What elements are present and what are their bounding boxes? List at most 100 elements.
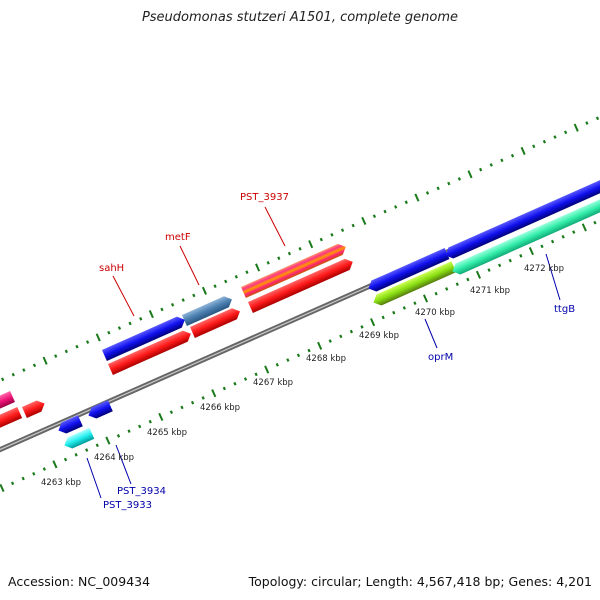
scale-tick-minor (85, 448, 89, 452)
scale-tick-major (573, 123, 579, 132)
scale-label: 4263 kbp (41, 478, 81, 488)
scale-tick-minor (11, 372, 15, 377)
gene-PST_3933[interactable] (56, 415, 83, 436)
scale-label: 4271 kbp (470, 286, 510, 296)
scale-tick-minor (413, 301, 417, 306)
scale-tick-minor (277, 256, 281, 260)
scale-tick-minor (117, 326, 122, 330)
scale-label: 4267 kbp (253, 378, 293, 388)
forward-strand-genes (0, 241, 355, 431)
scale-labels: 4263 kbp 4264 kbp 4265 kbp 4266 kbp 4267… (41, 264, 564, 488)
gene-arrow[interactable] (62, 427, 95, 451)
gene-sahH[interactable] (102, 314, 187, 361)
gene-arrow[interactable] (22, 398, 47, 418)
scale-tick-minor (169, 410, 174, 415)
scale-tick-minor (286, 358, 290, 362)
label-PST_3934: PST_3934 (117, 486, 166, 497)
gene-PST_3934[interactable] (86, 400, 113, 421)
scale-tick-minor (298, 247, 302, 251)
scale-tick-minor (275, 362, 279, 367)
scale-tick-minor (519, 253, 523, 258)
scale-tick-minor (392, 310, 396, 315)
gene-arrow[interactable] (108, 328, 193, 375)
gene-arrow[interactable] (371, 261, 457, 308)
scale-tick-major (105, 436, 111, 445)
scale-tick-minor (1, 377, 5, 382)
scale-tick-minor (95, 443, 99, 448)
label-metF: metF (165, 232, 191, 243)
scale-tick-minor (561, 235, 565, 239)
inner-scale-track (0, 220, 597, 493)
scale-label: 4264 kbp (94, 453, 134, 463)
scale-tick-minor (266, 261, 270, 265)
scale-tick-major (475, 270, 482, 279)
scale-tick-minor (500, 158, 504, 163)
scale-tick-minor (585, 121, 589, 125)
scale-tick-minor (553, 135, 557, 139)
scale-tick-major (520, 146, 526, 156)
scale-tick-minor (287, 251, 292, 256)
scale-tick-minor (234, 274, 238, 279)
scale-tick-minor (330, 233, 334, 237)
scale-tick-major (308, 240, 314, 249)
scale-tick-minor (307, 348, 311, 353)
scale-tick-minor (510, 153, 515, 158)
scale-tick-minor (351, 223, 355, 228)
scale-tick-minor (319, 237, 323, 242)
accession-text: Accession: NC_009434 (8, 574, 151, 589)
scale-tick-minor (224, 279, 228, 284)
gene-PST_3937[interactable] (241, 241, 348, 298)
scale-tick-major (422, 294, 429, 303)
scale-tick-minor (10, 481, 15, 486)
scale-tick-minor (138, 424, 142, 429)
map-title: Pseudomonas stutzeri A1501, complete gen… (141, 10, 459, 25)
gene-metF[interactable] (182, 294, 234, 326)
scale-tick-minor (447, 181, 451, 186)
scale-tick-minor (479, 167, 483, 172)
scale-tick-minor (296, 353, 301, 358)
scale-tick-minor (107, 330, 111, 335)
scale-tick-minor (74, 453, 78, 457)
scale-label: 4269 kbp (359, 331, 399, 341)
scale-tick-minor (21, 476, 25, 481)
gene-oprM[interactable] (366, 248, 450, 294)
scale-tick-minor (487, 268, 491, 272)
scale-tick-minor (128, 321, 132, 326)
scale-tick-major (370, 318, 376, 327)
scale-tick-minor (532, 144, 536, 149)
label-sahH: sahH (99, 263, 124, 274)
scale-tick-minor (54, 354, 58, 358)
scale-tick-minor (436, 186, 440, 191)
gene-arrow[interactable] (0, 391, 15, 411)
gene-arrow[interactable] (248, 256, 355, 313)
scale-tick-major (148, 310, 154, 319)
scale-label: 4268 kbp (306, 354, 346, 364)
scale-tick-major (255, 263, 261, 272)
scale-tick-major (158, 412, 164, 421)
scale-tick-minor (498, 263, 502, 268)
scale-tick-minor (381, 315, 385, 320)
scale-tick-major (264, 365, 270, 374)
gene-arrow[interactable] (0, 406, 23, 431)
scale-tick-major (361, 216, 367, 225)
scale-tick-minor (75, 344, 79, 349)
scale-tick-minor (508, 258, 512, 263)
scale-tick-minor (170, 302, 175, 307)
label-leaders (86, 206, 561, 499)
scale-tick-minor (360, 325, 364, 329)
scale-tick-major (52, 460, 58, 469)
gene-arrow[interactable] (190, 306, 242, 338)
scale-tick-minor (328, 339, 332, 343)
scale-tick-minor (233, 381, 237, 386)
scale-tick-minor (160, 307, 164, 312)
scale-tick-minor (201, 396, 205, 400)
scale-tick-minor (254, 372, 258, 377)
scale-tick-minor (127, 429, 131, 433)
scale-tick-major (95, 333, 101, 342)
scale-tick-minor (457, 177, 462, 181)
gene-ttgB[interactable] (450, 184, 600, 277)
scale-tick-minor (542, 139, 546, 144)
gene-arrow[interactable] (443, 168, 600, 261)
scale-tick-minor (190, 400, 195, 405)
